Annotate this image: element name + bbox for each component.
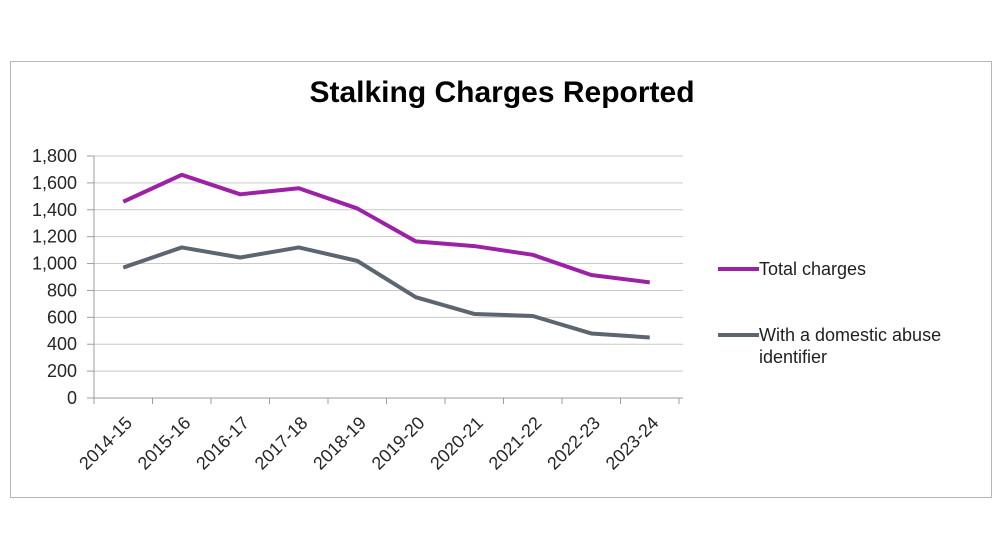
legend: Total charges With a domestic abuse iden…	[718, 62, 988, 497]
y-axis-tick-label: 0	[67, 388, 77, 408]
y-axis-tick-label: 600	[47, 307, 77, 327]
x-axis-tick-label: 2017-18	[251, 413, 312, 474]
x-axis-tick-label: 2021-22	[485, 413, 546, 474]
y-axis-tick-label: 200	[47, 361, 77, 381]
y-axis-tick-label: 1,200	[32, 227, 77, 247]
legend-label-domestic-abuse-identifier: With a domestic abuse identifier	[759, 325, 942, 367]
x-axis-tick-label: 2018-19	[309, 413, 370, 474]
y-axis-tick-label: 800	[47, 280, 77, 300]
legend-item-domestic-abuse-identifier: With a domestic abuse identifier	[718, 324, 984, 368]
series-line-total-charges	[122, 172, 651, 285]
x-axis-tick-label: 2023-24	[602, 413, 663, 474]
legend-line-swatch-domestic-abuse-identifier	[718, 333, 759, 337]
x-axis-tick-label: 2022-23	[543, 413, 604, 474]
y-axis-tick-label: 1,800	[32, 146, 77, 166]
line-chart-plot: 0 200 400 600 800 1,000 1,200 1,400 1,600 1,800 20…	[32, 146, 683, 474]
chart-title: Stalking Charges Reported	[309, 76, 695, 109]
series-line-with-a-domestic-abuse-identifier	[122, 245, 650, 340]
x-axis-tick-label: 2020-21	[426, 413, 487, 474]
y-axis-tick-label: 1,600	[32, 173, 77, 193]
legend-label-total-charges: Total charges	[759, 259, 867, 279]
y-axis-tick-label: 1,400	[32, 200, 77, 220]
legend-item-total-charges: Total charges	[718, 258, 866, 280]
x-axis-tick-label: 2014-15	[75, 413, 136, 474]
chart-container: 0 200 400 600 800 1,000 1,200 1,400 1,600 1,800 20…	[10, 61, 992, 498]
y-axis-tick-label: 1,000	[32, 254, 77, 274]
x-axis-tick-label: 2016-17	[192, 413, 253, 474]
x-axis-tick-label: 2019-20	[368, 413, 429, 474]
legend-line-swatch-total-charges	[718, 267, 759, 271]
x-axis-tick-label: 2015-16	[134, 413, 195, 474]
y-axis-tick-label: 400	[47, 334, 77, 354]
